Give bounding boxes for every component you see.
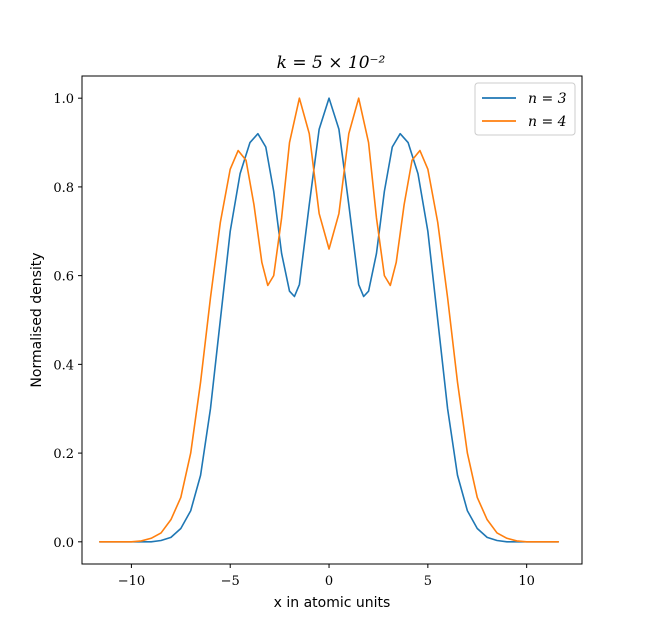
x-tick-label: 10 <box>518 574 535 589</box>
x-tick-label: −10 <box>118 574 145 589</box>
series-line-2 <box>98 97 560 543</box>
legend: n = 3 n = 4 <box>474 82 576 136</box>
y-tick-label: 0.4 <box>53 358 74 373</box>
x-tick-label: 0 <box>325 574 333 589</box>
series-lines <box>98 97 560 543</box>
y-tick-label: 0.8 <box>53 181 74 196</box>
series-line-1 <box>98 97 560 543</box>
y-tick-label: 0.0 <box>53 536 74 551</box>
axes-frame <box>81 75 583 565</box>
x-tick-label: 5 <box>424 574 432 589</box>
legend-label-2: n = 4 <box>528 114 567 130</box>
legend-label-1: n = 3 <box>528 91 567 107</box>
chart-title: k = 5 × 10⁻² <box>277 53 386 73</box>
x-axis-label: x in atomic units <box>274 595 391 611</box>
y-axis-label: Normalised density <box>29 252 45 387</box>
y-tick-label: 1.0 <box>53 92 74 107</box>
y-tick-label: 0.2 <box>53 447 74 462</box>
x-tick-label: −5 <box>221 574 240 589</box>
y-axis-ticks: 0.0 0.2 0.4 0.6 0.8 1.0 <box>53 92 82 551</box>
y-tick-label: 0.6 <box>53 270 74 285</box>
x-axis-ticks: −10 −5 0 5 10 <box>118 564 535 589</box>
legend-box <box>474 82 576 136</box>
